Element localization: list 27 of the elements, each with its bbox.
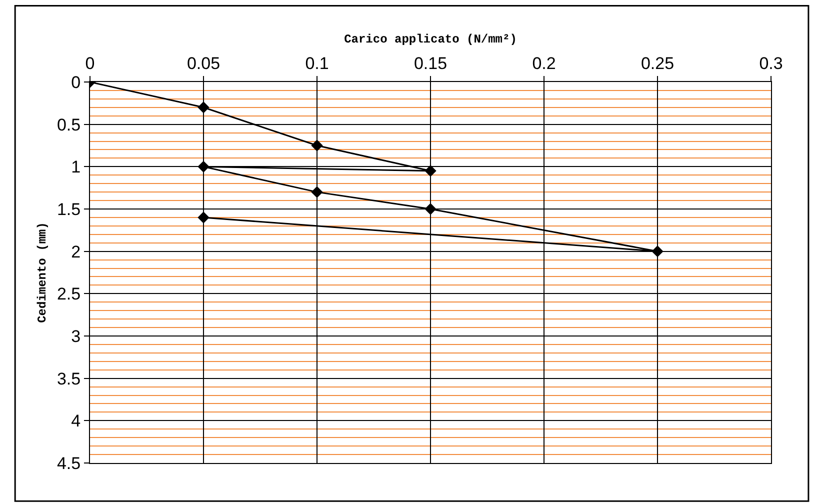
point <box>198 212 210 224</box>
point <box>424 203 436 215</box>
y-axis-title: Cedimento (mm) <box>35 222 50 323</box>
y-tick-label: 2.5 <box>56 284 81 304</box>
x-tick-label: 0.3 <box>759 54 783 74</box>
point <box>198 102 210 114</box>
x-tick-label: 0.15 <box>414 54 448 74</box>
point <box>311 186 323 198</box>
x-tick-label: 0.1 <box>305 54 329 74</box>
y-tick-label: 4.5 <box>56 454 81 473</box>
y-tick-label: 3 <box>71 326 81 346</box>
y-tick-label: 0.5 <box>56 115 81 134</box>
x-tick-label: 0.2 <box>532 54 556 74</box>
y-tick-label: 2 <box>71 242 81 262</box>
y-tick-label: 0 <box>71 72 81 92</box>
point <box>198 160 210 173</box>
y-tick-label: 4 <box>71 412 81 431</box>
y-tick-label: 1.5 <box>56 200 81 219</box>
point <box>311 140 323 152</box>
point <box>652 245 664 258</box>
x-tick-label: 0.25 <box>640 54 674 74</box>
x-tick-label: 0 <box>85 54 95 74</box>
y-tick-label: 1 <box>71 158 81 177</box>
x-axis-title: Carico applicato (N/mm²) <box>344 32 517 46</box>
x-tick-label: 0.05 <box>186 54 220 74</box>
point <box>424 165 436 177</box>
y-tick-label: 3.5 <box>56 369 81 388</box>
